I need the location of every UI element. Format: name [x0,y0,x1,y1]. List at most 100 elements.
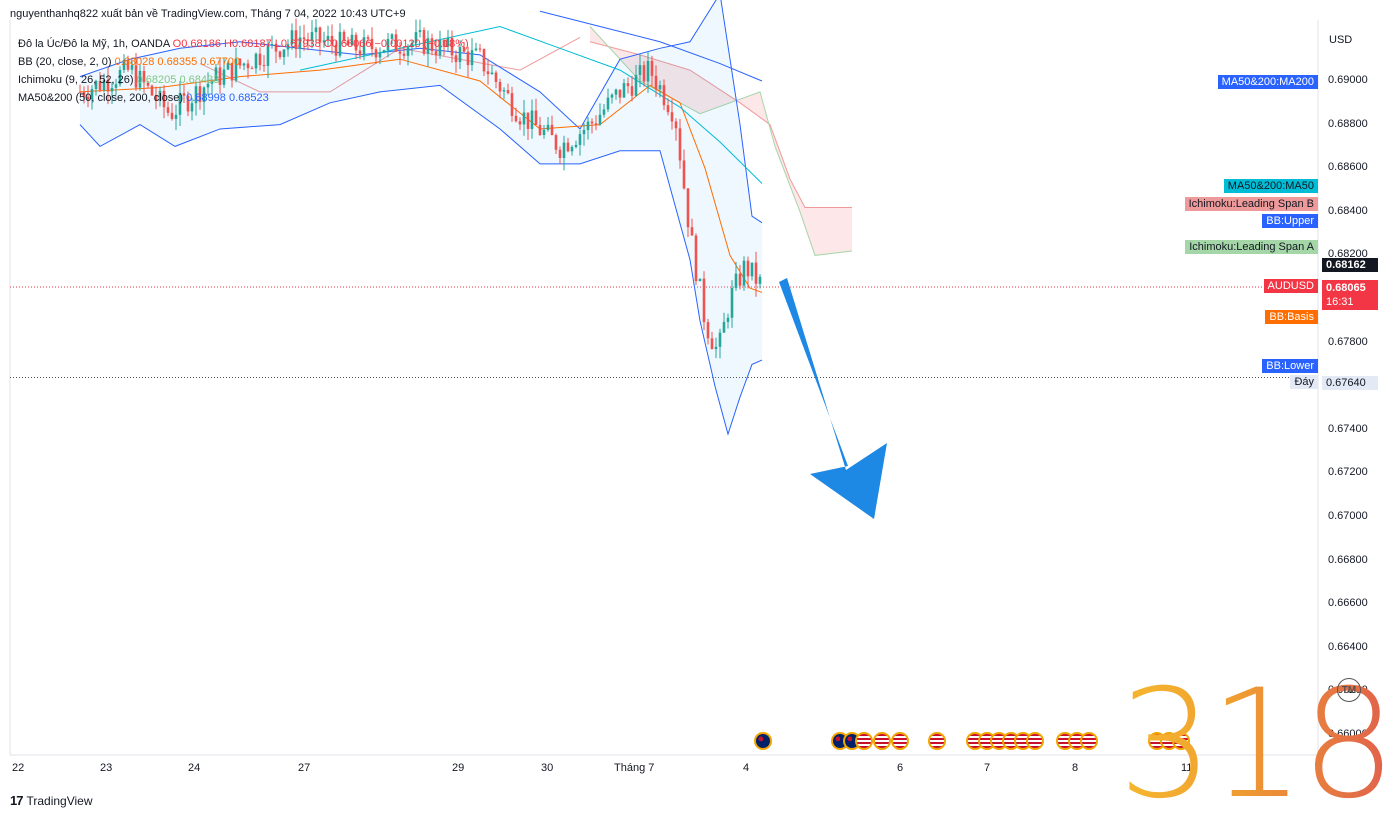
publisher-caption: nguyenthanhq822 xuất bản về TradingView.… [10,8,406,20]
legend-symbol-name[interactable]: Đô la Úc/Đô la Mỹ, 1h, OANDA [18,38,170,50]
price-tick: 0.67200 [1328,466,1368,479]
candle-body [270,43,274,46]
candle-body [326,35,330,41]
candle-body [410,42,414,48]
candle-body [726,317,730,322]
bb-lower-line [79,84,763,436]
us-flag-icon[interactable] [873,732,891,750]
candle-body [594,123,598,125]
price-label: MA50&200:MA50 [1223,179,1318,193]
time-tick: 22 [12,762,25,774]
candle-body [174,114,178,119]
price-label: AUDUSD [1263,279,1318,293]
us-flag-icon[interactable] [1026,732,1044,750]
legend-bb-name[interactable]: BB (20, close, 2, 0) [18,56,112,68]
us-flag-icon[interactable] [891,732,909,750]
candle-body [446,37,450,47]
candle-body [578,134,582,145]
candle-body [254,53,258,69]
low-price-badge: 0.67640 [1322,376,1378,390]
candle-body [510,93,514,116]
us-flag-icon[interactable] [1172,732,1190,750]
candle-body [110,87,114,92]
legend-row-bb: BB (20, close, 2, 0) 0.68028 0.68355 0.6… [18,53,469,71]
candle-body [590,121,594,124]
candle-body [394,34,398,52]
chart-frame [9,20,1319,756]
time-tick: 30 [541,762,554,774]
price-tick: 0.66800 [1328,553,1368,566]
legend-row-ichimoku: Ichimoku (9, 26, 52, 26) 0.68205 0.68433 [18,71,469,89]
candle-body [146,82,150,86]
candle-body [478,48,482,50]
candle-body [86,96,90,100]
candle-body [102,79,106,91]
ma50-line [299,25,763,184]
candle-body [522,112,526,125]
candle-body [302,37,306,40]
candle-body [358,50,362,56]
legend-ichimoku-name[interactable]: Ichimoku (9, 26, 52, 26) [18,74,134,86]
us-flag-icon[interactable] [855,732,873,750]
australia-flag-icon[interactable] [754,732,772,750]
last-price-value: 0.68065 [1326,282,1366,294]
candle-body [558,149,562,158]
bb-upper-line [79,0,763,224]
us-flag-icon[interactable] [928,732,946,750]
candle-body [554,135,558,150]
candle-body [334,44,338,56]
price-tick: 0.67000 [1328,510,1368,522]
time-tick: 7 [984,762,991,774]
currency-label: USD [1329,34,1353,46]
candle-body [166,107,170,113]
candle-body [498,81,502,92]
candle-body [274,43,278,52]
legend-ma-name[interactable]: MA50&200 (50, close, 200, close) [18,92,184,104]
candle-body [170,112,174,119]
candle-body [338,31,342,56]
candle-body [434,51,438,56]
candle-body [570,146,574,152]
price-tick: 0.68400 [1328,204,1368,217]
time-tick: 27 [298,762,311,774]
price-tick: 0.66600 [1328,597,1368,610]
candle-body [278,51,282,58]
candle-body [722,321,726,333]
candle-body [218,67,222,85]
price-tick: 0.67800 [1328,335,1368,348]
candle-body [290,30,294,45]
candle-body [214,67,218,81]
candle-body [242,63,246,66]
candle-body [682,160,686,189]
candle-body [650,60,654,76]
candle-body [138,70,142,88]
candle-body [402,53,406,56]
candle-body [714,346,718,350]
candle-body [758,276,762,284]
candle-body [342,31,346,41]
candle-body [386,38,390,51]
legend-row-symbol: Đô la Úc/Đô la Mỹ, 1h, OANDA O0.68186 H0… [18,35,469,53]
candle-body [626,83,630,87]
candle-body [574,144,578,147]
candle-body [566,142,570,152]
last-price-badge: 0.68065 16:31 [1322,280,1378,310]
candle-body [202,87,206,103]
candle-body [194,86,198,104]
candle-body [162,90,166,108]
candle-body [618,89,622,98]
candle-body [438,39,442,56]
tradingview-logo[interactable]: 17 TradingView [10,793,93,808]
candle-body [118,69,122,85]
price-label: Đáy [1290,375,1318,389]
candle-body [122,60,126,70]
candle-body [514,115,518,122]
candle-body [318,27,322,43]
candle-body [474,48,478,51]
candle-body [90,89,94,100]
candle-body [230,62,234,81]
candle-body [158,90,162,101]
us-flag-icon[interactable] [1080,732,1098,750]
candle-body [694,235,698,282]
